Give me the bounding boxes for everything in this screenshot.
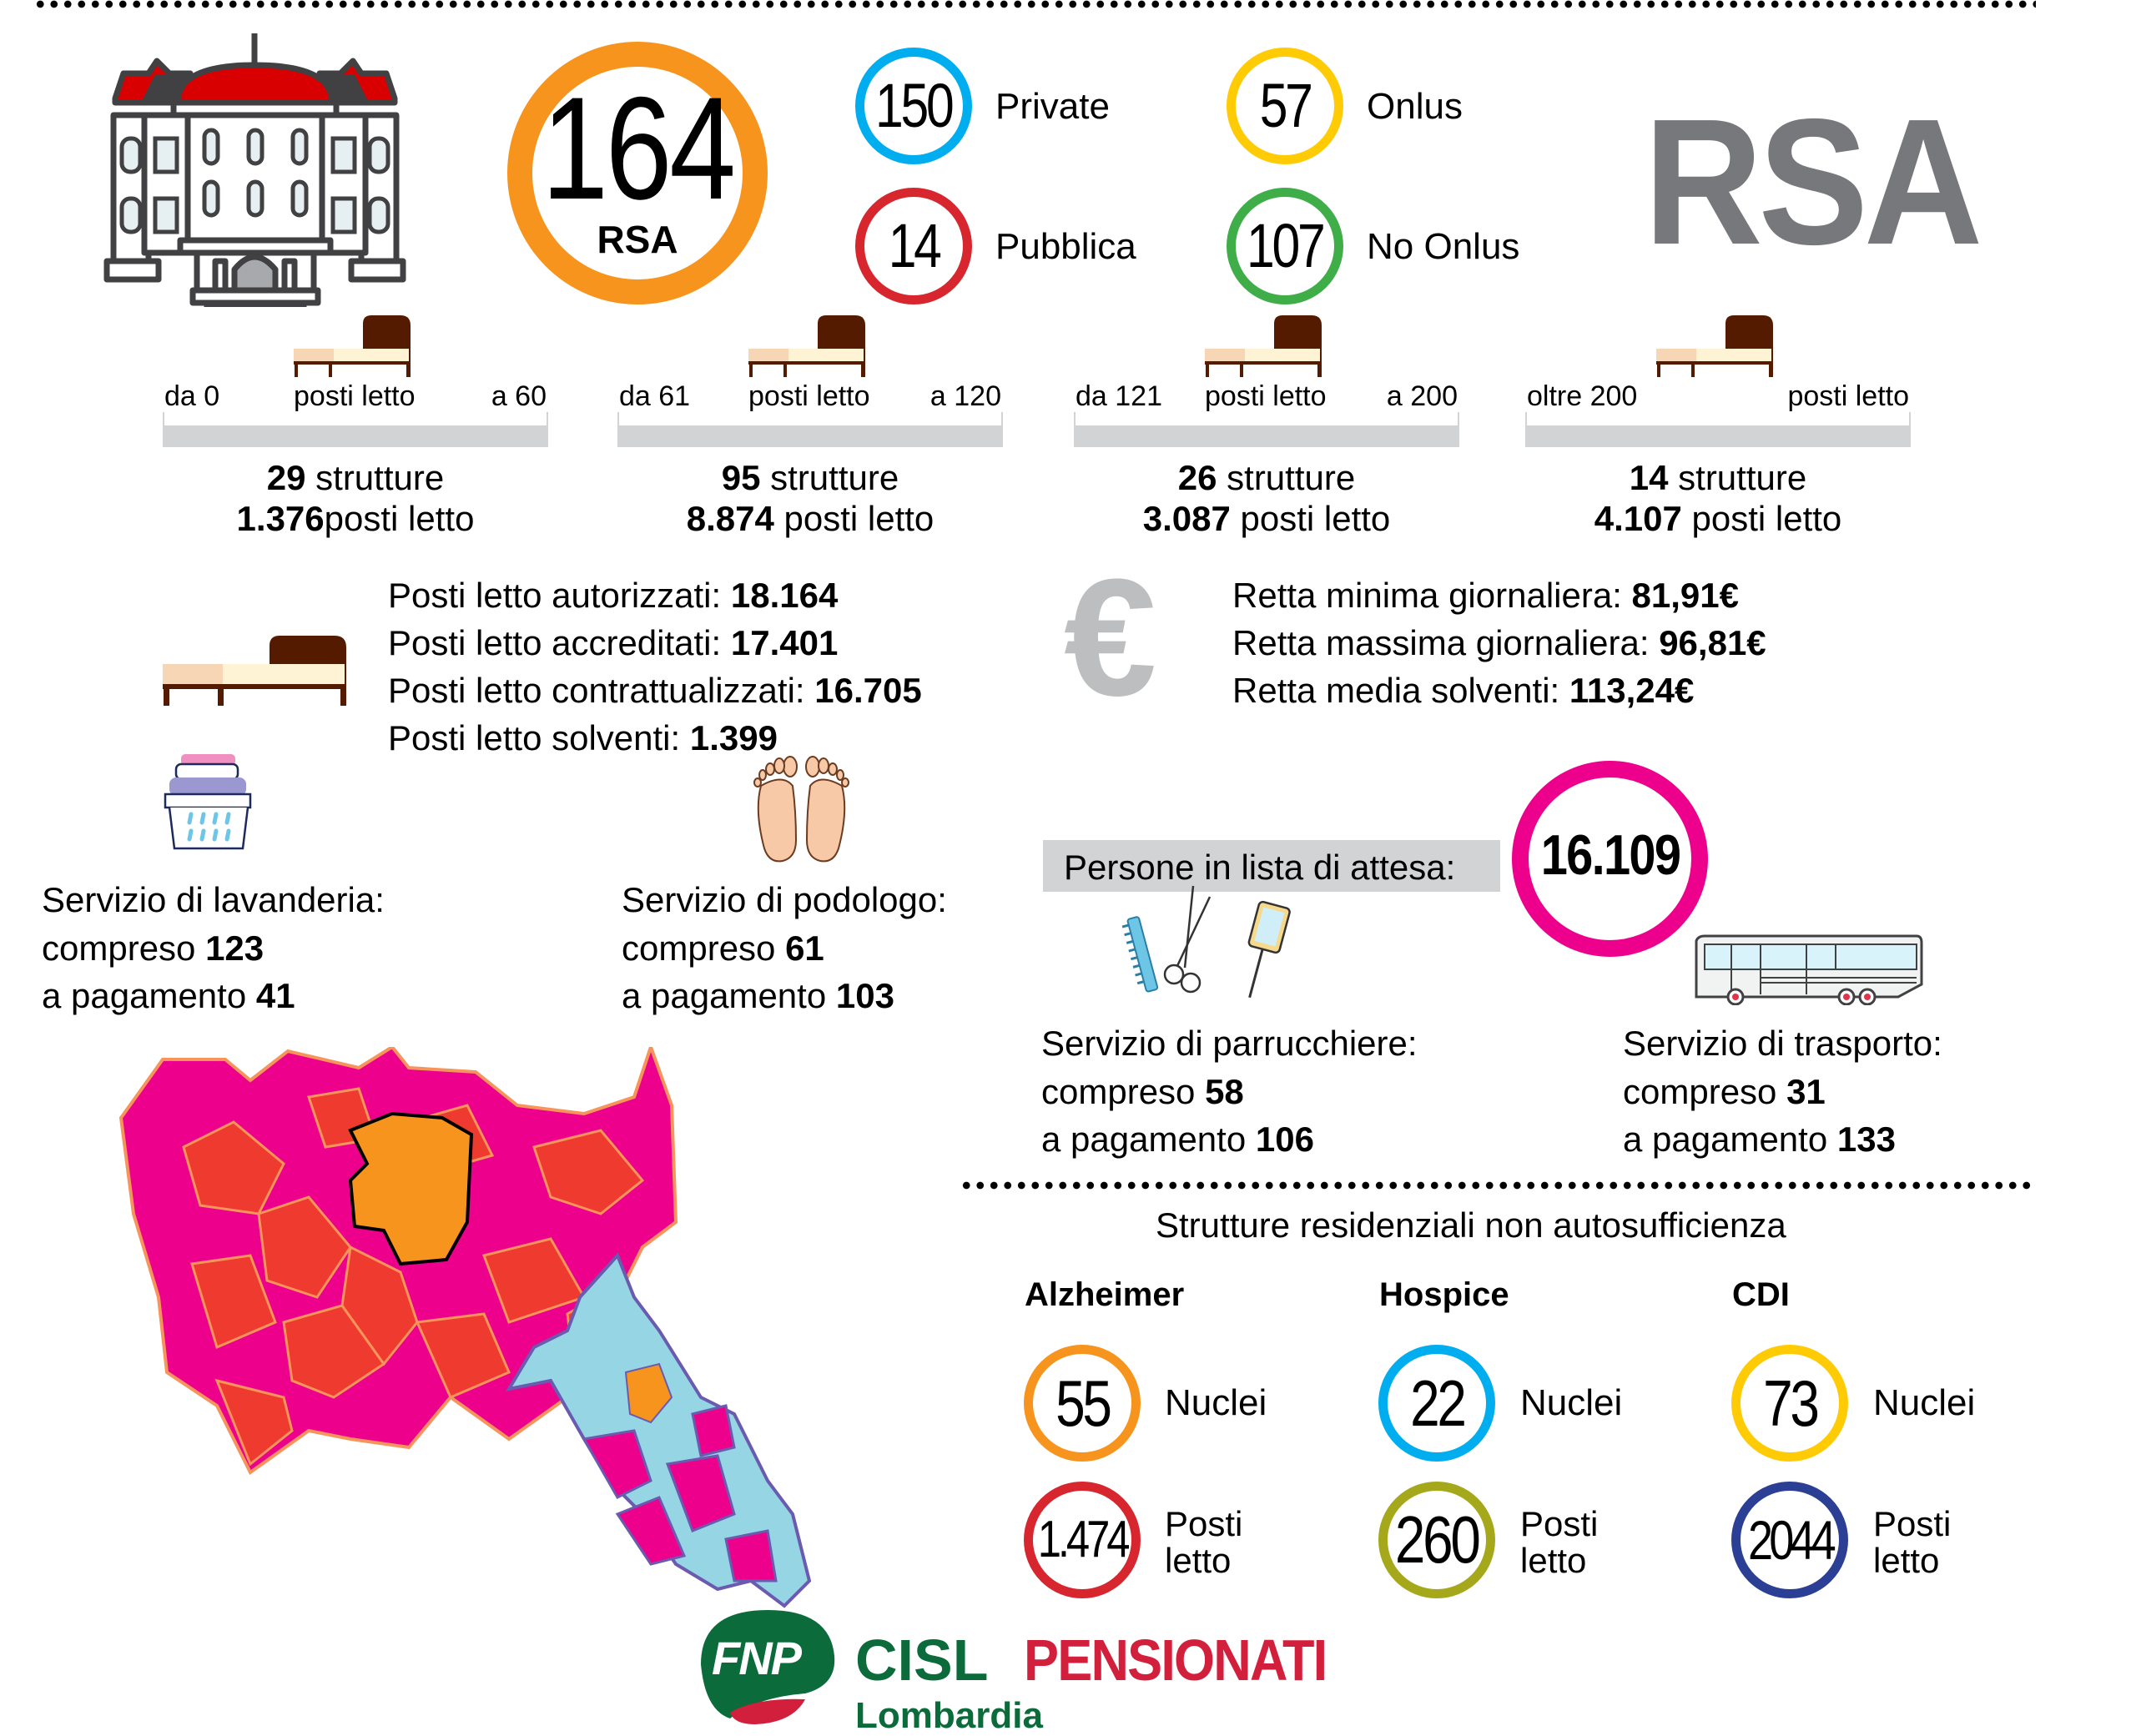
nuclei-value: 55 [1055,1366,1112,1440]
fnp-badge-icon [701,1610,835,1724]
fnp-cisl-logo: FNP CISL PENSIONATI Lombardia [697,1606,1381,1734]
top-dotted-divider [33,0,2036,8]
alzheimer-nuclei-badge: 55 [1024,1345,1141,1462]
waiting-list-badge: 16.109 [1512,761,1708,957]
bed-range-0-60: da 0 posti letto a 60 [163,315,548,516]
beds-stat-autorizzati: Posti letto autorizzati: 18.164 [388,576,839,615]
type-value: 107 [1247,211,1326,280]
service-trasporto: Servizio di trasporto: compreso 31 a pag… [1623,1024,1942,1159]
fee-min: Retta minima giornaliera: 81,91€ [1232,576,1739,615]
range-from: da 0 [164,380,220,412]
range-summary-over-200: 14 strutture 4.107 posti letto [1594,458,1842,538]
range-summary-61-120: 95 strutture 8.874 posti letto [686,458,934,538]
bed-range-61-120: da 61 posti letto a 120 [617,315,1003,516]
province-map [118,1047,812,1608]
fees-list: Retta minima giornaliera: 81,91€ Retta m… [1232,571,1766,714]
hospice-nuclei-badge: 22 [1378,1345,1495,1462]
type-badge-onlus: 57 [1227,48,1343,164]
logo-pensionati: PENSIONATI [1024,1628,1327,1693]
range-to: posti letto [1787,380,1909,412]
logo-region: Lombardia [855,1695,1043,1736]
service-laundry: Servizio di lavanderia: compreso 123 a p… [42,880,385,1015]
bed-icon [748,315,865,377]
fnp-badge-text: FNP [712,1632,802,1684]
feet-icon [753,756,849,863]
type-label-private: Private [995,86,1110,127]
type-badge-pubblica: 14 [855,188,972,304]
range-from: oltre 200 [1527,380,1638,412]
laundry-basket-icon [164,754,252,850]
beds-stat-accreditati: Posti letto accreditati: 17.401 [388,623,839,662]
type-badge-private: 150 [855,48,972,164]
posti-value: 260 [1395,1502,1481,1577]
category-alzheimer: Alzheimer [1025,1276,1185,1313]
range-summary-121-200: 26 strutture 3.087 posti letto [1142,458,1391,538]
type-value: 14 [888,211,942,280]
building-icon [103,33,406,307]
total-rsa-value: 164 [542,68,736,230]
range-to: a 60 [491,380,547,412]
total-rsa-label: RSA [597,218,678,261]
bed-range-121-200: da 121 posti letto a 200 [1074,315,1459,516]
type-value: 150 [875,71,955,140]
posti-label: Posti letto [1873,1504,1952,1580]
section-dotted-divider [960,1181,2036,1190]
euro-icon: € [1064,545,1157,731]
beds-stat-contrattualizzati: Posti letto contrattualizzati: 16.705 [388,671,922,710]
category-cdi: CDI [1732,1276,1790,1313]
large-bed-icon [163,636,346,706]
waiting-list-label: Persone in lista di attesa: [1064,848,1456,887]
hairdresser-tools-icon [1121,885,1291,999]
nuclei-value: 22 [1409,1366,1467,1440]
type-label-onlus: Onlus [1367,86,1463,127]
nuclei-value: 73 [1762,1366,1820,1440]
alzheimer-posti-badge: 1.474 [1024,1482,1141,1598]
type-label-no-onlus: No Onlus [1367,226,1520,267]
range-mid: posti letto [748,380,870,412]
range-from: da 121 [1076,380,1162,412]
range-bar [617,425,1003,447]
logo-cisl: CISL [855,1628,989,1693]
nuclei-label: Nuclei [1165,1382,1267,1423]
page-title: RSA [1644,81,1983,282]
type-value: 57 [1259,71,1313,140]
service-parrucchiere: Servizio di parrucchiere: compreso 58 a … [1041,1024,1418,1159]
section-title: Strutture residenziali non autosufficien… [1156,1205,1786,1245]
nuclei-label: Nuclei [1520,1382,1623,1423]
type-badge-no-onlus: 107 [1227,188,1343,304]
range-from: da 61 [619,380,691,412]
bed-icon [1205,315,1322,377]
range-to: a 120 [929,380,1001,412]
bed-range-over-200: oltre 200 posti letto [1525,315,1911,516]
type-label-pubblica: Pubblica [995,226,1136,267]
category-hospice: Hospice [1379,1276,1509,1313]
nuclei-label: Nuclei [1873,1382,1976,1423]
service-podologo: Servizio di podologo: compreso 61 a paga… [622,880,947,1015]
waiting-list-label-box: Persone in lista di attesa: [1043,840,1500,892]
range-bar [163,425,548,447]
fee-max: Retta massima giornaliera: 96,81€ [1232,623,1766,662]
posti-label: Posti letto [1165,1504,1243,1580]
posti-value: 2044 [1747,1509,1836,1571]
beds-stats-list: Posti letto autorizzati: 18.164 Posti le… [388,571,922,762]
fee-avg-solventi: Retta media solventi: 113,24€ [1232,671,1695,710]
range-bar [1074,425,1459,447]
range-bar [1525,425,1911,447]
beds-stat-solventi: Posti letto solventi: 1.399 [388,718,778,757]
hospice-posti-badge: 260 [1378,1482,1495,1598]
total-rsa-badge: 164 RSA [507,42,768,304]
range-mid: posti letto [294,380,416,412]
cdi-nuclei-badge: 73 [1731,1345,1848,1462]
waiting-list-value: 16.109 [1540,823,1680,887]
cdi-posti-badge: 2044 [1731,1482,1848,1598]
bed-icon [1656,315,1773,377]
range-to: a 200 [1386,380,1458,412]
bed-icon [294,315,411,377]
posti-label: Posti letto [1520,1504,1599,1580]
range-mid: posti letto [1205,380,1327,412]
posti-value: 1.474 [1037,1511,1131,1568]
range-summary-0-60: 29 strutture 1.376posti letto [236,458,475,538]
bus-icon [1695,934,1923,1005]
